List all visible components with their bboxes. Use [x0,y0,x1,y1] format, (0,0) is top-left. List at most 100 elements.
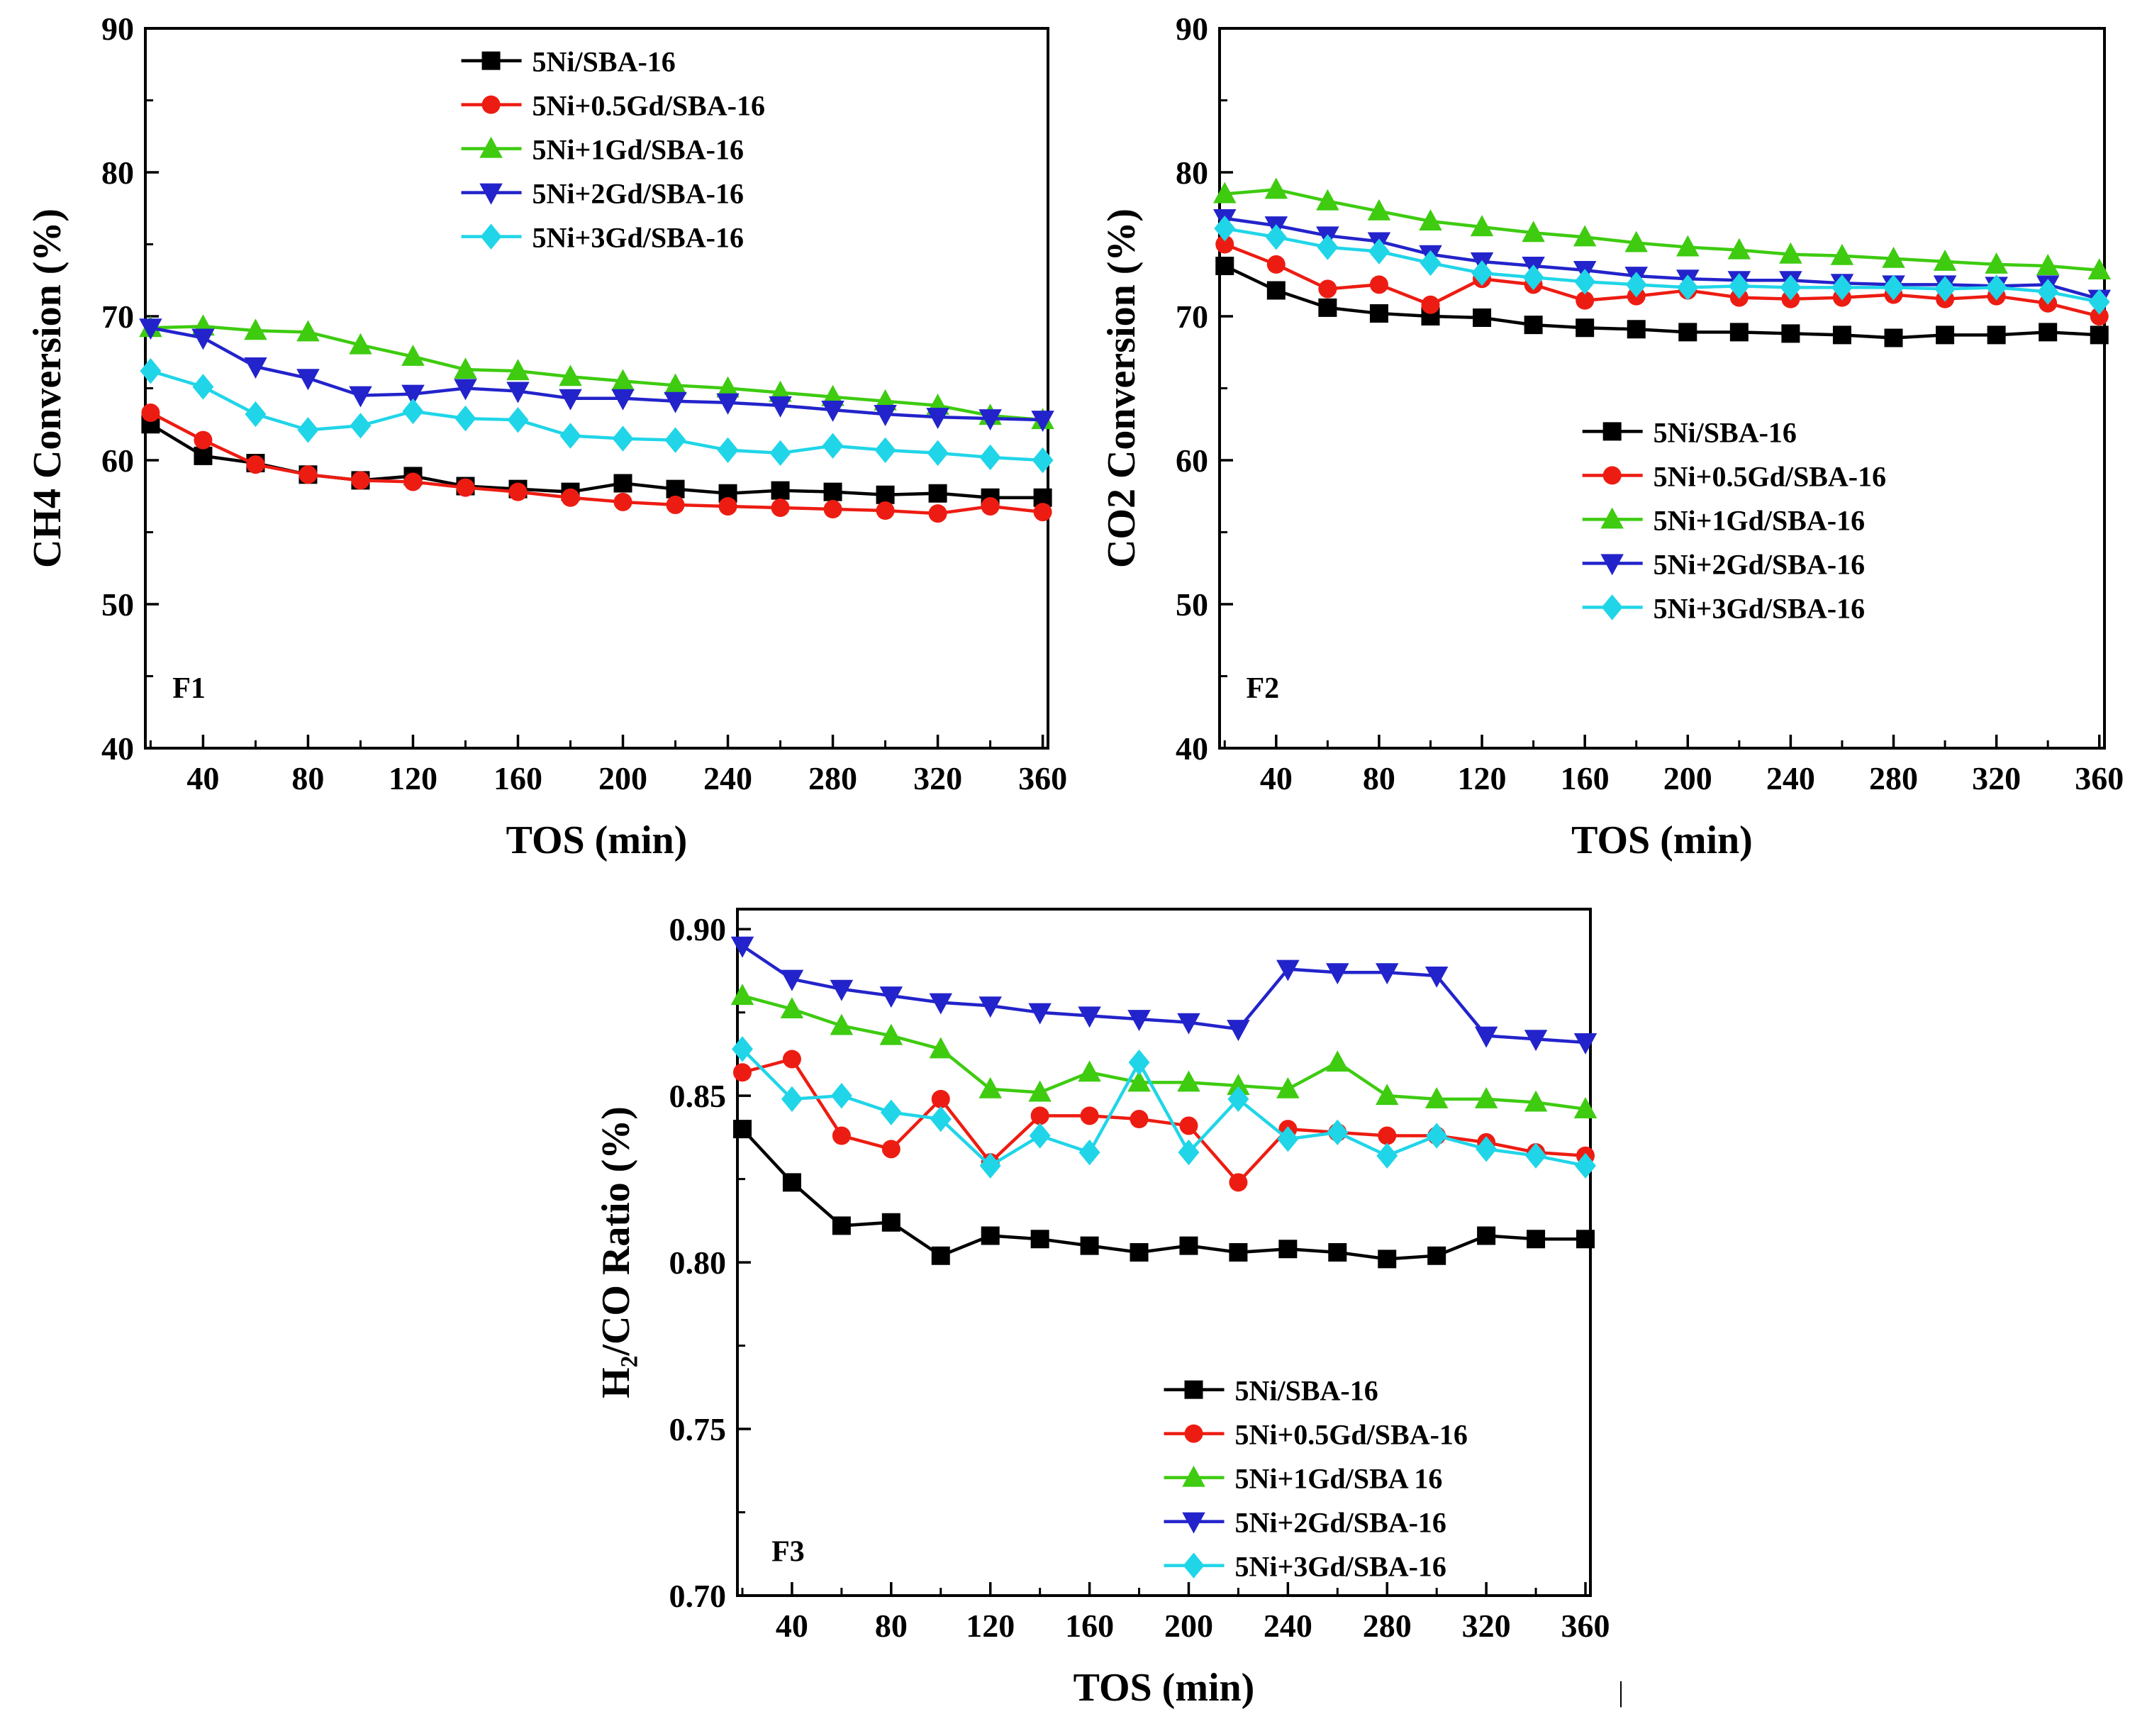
triangle-down-marker [1600,554,1624,576]
circle-marker [194,430,213,450]
triangle-up-marker [879,1023,903,1045]
square-marker [732,1120,752,1139]
x-tick-label: 240 [703,760,752,796]
triangle-down-marker [1276,959,1300,981]
x-tick-label: 40 [1260,760,1293,796]
triangle-up-marker [1779,242,1802,264]
triangle-up-marker [780,997,804,1018]
diamond-marker [830,1082,852,1109]
plot-frame [1218,27,2106,750]
circle-marker [931,1089,950,1108]
circle-marker [771,498,790,517]
triangle-up-marker [1624,230,1648,252]
square-marker [823,482,842,501]
circle-marker [1030,1106,1049,1125]
triangle-up-marker [664,373,687,395]
series-line-circle [742,1057,1586,1185]
triangle-up-marker [1177,1070,1200,1092]
y-tick-label: 0.85 [669,1078,727,1114]
triangle-down-marker [830,979,854,1001]
series-line-circle [1224,243,2100,318]
triangle-down-marker [401,384,425,406]
series-line-triangle-up [742,994,1586,1111]
circle-marker [561,488,580,507]
x-tick-label: 80 [291,760,324,796]
square-marker [194,446,213,465]
triangle-up-marker [1419,209,1442,231]
diamond-marker [1601,594,1623,621]
triangle-up-marker [454,357,477,379]
triangle-up-marker [349,333,372,355]
x-tick-label: 200 [1663,760,1712,796]
diamond-marker [507,406,529,433]
circle-marker [732,1063,752,1082]
x-tick-label: 160 [494,760,542,796]
triangle-up-marker [401,344,425,366]
square-marker [981,1226,1000,1245]
diamond-marker [1317,234,1339,260]
diamond-marker [1426,1123,1448,1149]
square-marker [1576,318,1595,338]
triangle-up-marker [1213,182,1237,204]
triangle-up-marker [479,136,503,158]
legend-label: 5Ni+1Gd/SBA-16 [532,134,744,166]
x-tick-label: 40 [776,1608,808,1644]
square-marker [881,1213,900,1232]
square-marker [1884,328,1903,347]
legend-label: 5Ni+0.5Gd/SBA-16 [1235,1419,1468,1451]
x-axis-title: TOS (min) [1571,818,1753,862]
legend-label: 5Ni+2Gd/SBA-16 [1654,548,1865,580]
diamond-marker [717,437,739,463]
triangle-down-marker [978,409,1002,431]
diamond-marker [1078,1139,1100,1166]
diamond-marker [664,427,686,453]
series-line-square [150,423,1043,500]
triangle-up-marker [1028,1080,1052,1102]
square-marker [1184,1380,1203,1399]
legend-label: 5Ni/SBA-16 [1654,416,1797,448]
square-marker [876,485,895,504]
x-tick-label: 280 [808,760,857,796]
diamond-marker [1522,264,1544,291]
square-marker [1229,1243,1248,1262]
triangle-up-marker [1474,1086,1498,1108]
y-tick-label: 80 [101,155,134,191]
circle-marker [1266,255,1286,274]
x-tick-label: 360 [1018,760,1067,796]
panel-label: F3 [771,1536,805,1569]
triangle-up-marker [1375,1084,1399,1106]
diamond-marker [927,440,949,467]
y-tick-label: 90 [101,11,134,47]
circle-marker [823,500,842,519]
triangle-up-marker [1264,177,1288,199]
series-line-triangle-down [150,326,1043,422]
triangle-down-marker [1227,1020,1250,1042]
triangle-up-marker [1600,507,1624,529]
circle-marker [456,478,475,497]
x-tick-label: 80 [1363,760,1395,796]
circle-marker [246,455,265,474]
diamond-marker [1032,447,1054,474]
diamond-marker [350,413,372,439]
diamond-marker [402,398,424,425]
diamond-marker [1227,1086,1249,1113]
circle-marker [141,404,160,423]
circle-marker [1179,1116,1198,1135]
diamond-marker [1029,1123,1051,1149]
triangle-down-marker [1177,1013,1200,1035]
x-tick-label: 120 [966,1608,1015,1644]
triangle-up-marker [1573,225,1597,247]
legend-label: 5Ni+0.5Gd/SBA-16 [532,90,765,122]
series-line-circle [150,411,1043,516]
triangle-down-marker [1182,1512,1205,1534]
legend-label: 5Ni+2Gd/SBA-16 [1235,1507,1446,1539]
triangle-up-marker [611,369,635,391]
circle-marker [981,496,1000,516]
triangle-down-marker [780,969,804,991]
diamond-marker [297,417,319,443]
x-tick-label: 320 [913,760,962,796]
diamond-marker [1575,1152,1596,1179]
triangle-down-marker [664,391,687,413]
circle-marker [1033,503,1052,522]
